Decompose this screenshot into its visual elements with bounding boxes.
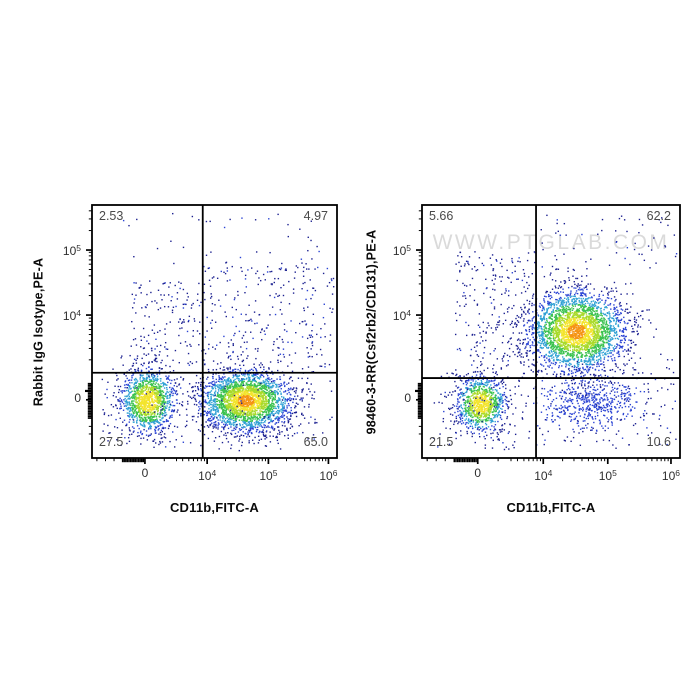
- plot-area: WWW.PTGLAB.COM 5.66 62.2 21.5 10.6 01041…: [393, 201, 700, 483]
- quadrant-percentage-upper-right: 4.97: [303, 209, 328, 223]
- x-tick-label: 106: [319, 468, 338, 483]
- plot-area: 2.53 4.97 27.5 65.0 0 104 105 106 105 104 0: [63, 201, 357, 483]
- quadrant-percentage-lower-left: 21.5: [429, 435, 454, 449]
- x-axis-tick-labels: 0 104 105 106: [92, 466, 338, 493]
- y-axis-tick-labels: 105 104 0: [38, 205, 86, 458]
- y-tick-label: 0: [404, 390, 411, 405]
- x-tick-label: 0: [141, 466, 149, 480]
- quadrant-percentage-lower-right: 65.0: [303, 435, 328, 449]
- y-tick-label: 104: [392, 308, 411, 324]
- scatter-canvas: [72, 201, 357, 476]
- x-tick-label: 106: [661, 468, 681, 483]
- y-tick-label: 105: [62, 243, 81, 259]
- y-tick-label: 105: [392, 243, 411, 259]
- x-tick-label: 104: [534, 468, 553, 483]
- quadrant-percentage-lower-right: 10.6: [646, 435, 671, 449]
- y-tick-label: 0: [74, 390, 81, 405]
- x-axis-label: CD11b,FITC-A: [506, 500, 596, 515]
- x-tick-label: 105: [598, 468, 617, 483]
- x-axis-tick-labels: 0 104 105 106: [422, 467, 680, 493]
- x-tick-label: 0: [474, 466, 482, 480]
- scatter-canvas: [402, 201, 700, 476]
- quadrant-percentage-upper-right: 62.2: [646, 209, 671, 223]
- y-tick-label: 104: [62, 308, 81, 324]
- y-axis-tick-labels: 105 104 0: [368, 205, 416, 458]
- x-axis-label: CD11b,FITC-A: [169, 500, 260, 515]
- quadrant-percentage-upper-left: 5.66: [429, 209, 454, 223]
- x-tick-label: 104: [198, 468, 217, 483]
- quadrant-percentage-lower-left: 27.5: [99, 435, 124, 449]
- x-tick-label: 105: [259, 468, 278, 483]
- quadrant-percentage-upper-left: 2.53: [99, 209, 124, 223]
